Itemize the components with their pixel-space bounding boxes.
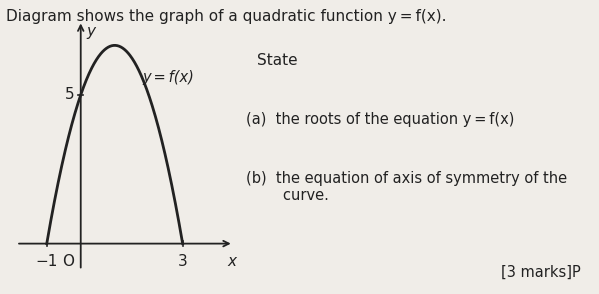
Text: 5: 5 bbox=[65, 87, 75, 102]
Text: [3 marks]P: [3 marks]P bbox=[501, 264, 580, 279]
Text: x: x bbox=[228, 254, 237, 269]
Text: (b)  the equation of axis of symmetry of the
        curve.: (b) the equation of axis of symmetry of … bbox=[246, 171, 567, 203]
Text: O: O bbox=[63, 254, 75, 269]
Text: 3: 3 bbox=[178, 254, 187, 269]
Text: −1: −1 bbox=[35, 254, 58, 269]
Text: (a)  the roots of the equation y = f(x): (a) the roots of the equation y = f(x) bbox=[246, 112, 515, 127]
Text: Diagram shows the graph of a quadratic function y = f(x).: Diagram shows the graph of a quadratic f… bbox=[6, 9, 446, 24]
Text: State: State bbox=[258, 53, 298, 68]
Text: y = f(x): y = f(x) bbox=[142, 70, 193, 85]
Text: y: y bbox=[87, 24, 96, 39]
